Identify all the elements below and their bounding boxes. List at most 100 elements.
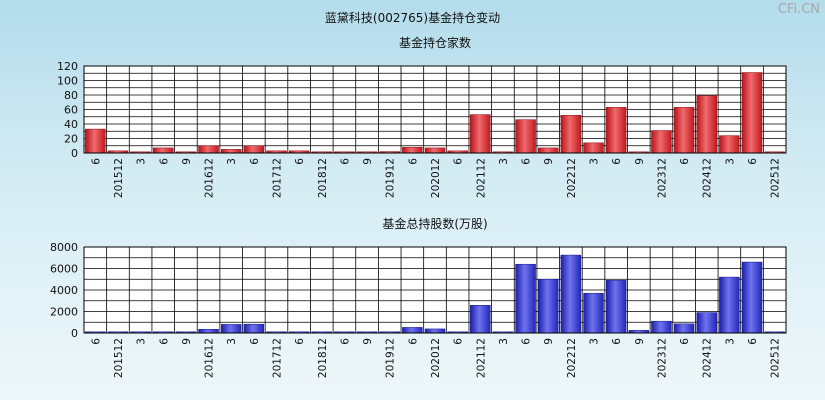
- fund-count-bar: [515, 119, 536, 154]
- fund-shares-x-tick-label: 6: [294, 338, 306, 345]
- fund-count-bar: [583, 142, 604, 154]
- fund-count-y-tick-label: 100: [57, 75, 78, 88]
- fund-count-x-tick-label: 9: [362, 158, 374, 165]
- fund-count-x-tick-label: 202512: [770, 158, 782, 198]
- fund-count-bar: [198, 145, 219, 154]
- fund-count-bar: [538, 147, 559, 154]
- fund-count-y-tick-label: 80: [64, 89, 78, 102]
- fund-count-bar: [651, 130, 672, 154]
- fund-shares-plot-border: [83, 246, 787, 334]
- fund-count-y-tick-label: 60: [64, 104, 78, 117]
- fund-count-plot-border: [83, 65, 787, 154]
- fund-shares-x-tick-label: 6: [339, 338, 351, 345]
- fund-shares-x-tick-label: 9: [181, 338, 193, 345]
- fund-shares-bar: [673, 323, 695, 334]
- fund-shares-x-tick-label: 6: [407, 338, 419, 345]
- fund-shares-x-tick-label: 6: [747, 338, 759, 345]
- fund-count-x-tick-label: 201612: [204, 158, 216, 198]
- fund-count-x-tick-label: 3: [724, 158, 736, 165]
- fund-shares-bar: [651, 320, 672, 334]
- fund-count-x-tick-label: 3: [589, 158, 601, 165]
- fund-count-x-tick-label: 3: [498, 158, 510, 165]
- fund-shares-x-tick-label: 201712: [271, 338, 283, 378]
- fund-shares-x-tick-label: 6: [611, 338, 623, 345]
- fund-count-bar: [673, 107, 695, 154]
- fund-count-x-tick-label: 9: [543, 158, 555, 165]
- fund-count-y-tick-label: 40: [64, 118, 78, 131]
- fund-count-x-tick-label: 6: [158, 158, 170, 165]
- fund-shares-x-tick-label: 9: [362, 338, 374, 345]
- fund-count-bar: [220, 149, 242, 154]
- fund-count-x-tick-label: 202212: [566, 158, 578, 198]
- fund-count-bar: [424, 147, 446, 154]
- fund-count-x-tick-label: 6: [521, 158, 533, 165]
- fund-shares-x-tick-label: 6: [453, 338, 465, 345]
- fund-count-x-tick-label: 202312: [656, 158, 668, 198]
- fund-count-bar: [696, 95, 717, 154]
- fund-shares-x-tick-label: 201912: [385, 338, 397, 378]
- fund-count-y-tick-label: 20: [64, 133, 78, 146]
- fund-shares-x-tick-label: 202012: [430, 338, 442, 378]
- fund-count-x-tick-label: 202412: [702, 158, 714, 198]
- fund-shares-x-tick-label: 6: [521, 338, 533, 345]
- fund-shares-x-tick-label: 201812: [317, 338, 329, 378]
- fund-count-x-tick-label: 6: [339, 158, 351, 165]
- fund-count-bar: [85, 128, 106, 154]
- fund-shares-bar: [696, 312, 717, 334]
- fund-shares-x-tick-label: 201612: [204, 338, 216, 378]
- fund-count-x-tick-label: 201712: [271, 158, 283, 198]
- fund-count-x-tick-label: 9: [181, 158, 193, 165]
- fund-count-x-tick-label: 201512: [113, 158, 125, 198]
- fund-shares-x-tick-label: 202112: [475, 338, 487, 378]
- fund-shares-x-tick-label: 201512: [113, 338, 125, 378]
- fund-shares-bar: [741, 261, 763, 334]
- fund-shares-y-tick-label: 0: [71, 327, 78, 340]
- fund-count-x-tick-label: 6: [453, 158, 465, 165]
- fund-shares-x-tick-label: 202312: [656, 338, 668, 378]
- fund-count-x-tick-label: 201812: [317, 158, 329, 198]
- fund-shares-x-tick-label: 3: [498, 338, 510, 345]
- fund-shares-title: 基金总持股数(万股): [382, 216, 487, 231]
- fund-shares-bar: [198, 328, 219, 334]
- fund-count-x-tick-label: 6: [294, 158, 306, 165]
- fund-count-bar: [560, 115, 582, 154]
- fund-count-x-tick-label: 201912: [385, 158, 397, 198]
- fund-count-x-tick-label: 202012: [430, 158, 442, 198]
- fund-shares-x-tick-label: 3: [589, 338, 601, 345]
- fund-count-x-tick-label: 6: [679, 158, 691, 165]
- fund-count-x-tick-label: 9: [634, 158, 646, 165]
- fund-shares-bar: [470, 305, 491, 334]
- fund-count-x-tick-label: 6: [249, 158, 261, 165]
- fund-shares-x-tick-label: 6: [90, 338, 102, 345]
- fund-count-bar: [719, 135, 740, 154]
- fund-count-bar: [605, 107, 627, 154]
- watermark: CFi.CN: [777, 2, 820, 17]
- fund-count-x-tick-label: 6: [747, 158, 759, 165]
- fund-shares-x-tick-label: 3: [226, 338, 238, 345]
- fund-shares-y-tick-label: 6000: [50, 263, 78, 276]
- fund-shares-bar: [719, 276, 740, 334]
- fund-count-bar: [402, 146, 423, 154]
- fund-count-x-tick-label: 3: [136, 158, 148, 165]
- fund-shares-x-tick-label: 9: [543, 338, 555, 345]
- fund-count-bar: [153, 147, 174, 154]
- fund-shares-x-tick-label: 202212: [566, 338, 578, 378]
- fund-shares-chart: 基金总持股数(万股) 0 2000 4000 6000 8000 6 201512 3 6 9 201…: [50, 216, 787, 378]
- fund-shares-x-tick-label: 3: [724, 338, 736, 345]
- fund-shares-bar: [402, 327, 423, 334]
- fund-shares-bar: [424, 328, 446, 334]
- fund-shares-x-tick-label: 3: [136, 338, 148, 345]
- fund-count-title: 基金持仓家数: [399, 35, 471, 50]
- fund-count-x-tick-label: 3: [226, 158, 238, 165]
- fund-count-bar: [470, 114, 491, 154]
- fund-shares-x-tick-label: 6: [249, 338, 261, 345]
- fund-count-y-tick-label: 120: [57, 60, 78, 73]
- fund-count-bar: [243, 145, 265, 154]
- fund-shares-y-tick-label: 4000: [50, 284, 78, 297]
- fund-count-x-tick-label: 6: [611, 158, 623, 165]
- fund-shares-bar: [560, 254, 582, 334]
- fund-shares-y-tick-label: 8000: [50, 241, 78, 254]
- fund-shares-bar: [605, 280, 627, 334]
